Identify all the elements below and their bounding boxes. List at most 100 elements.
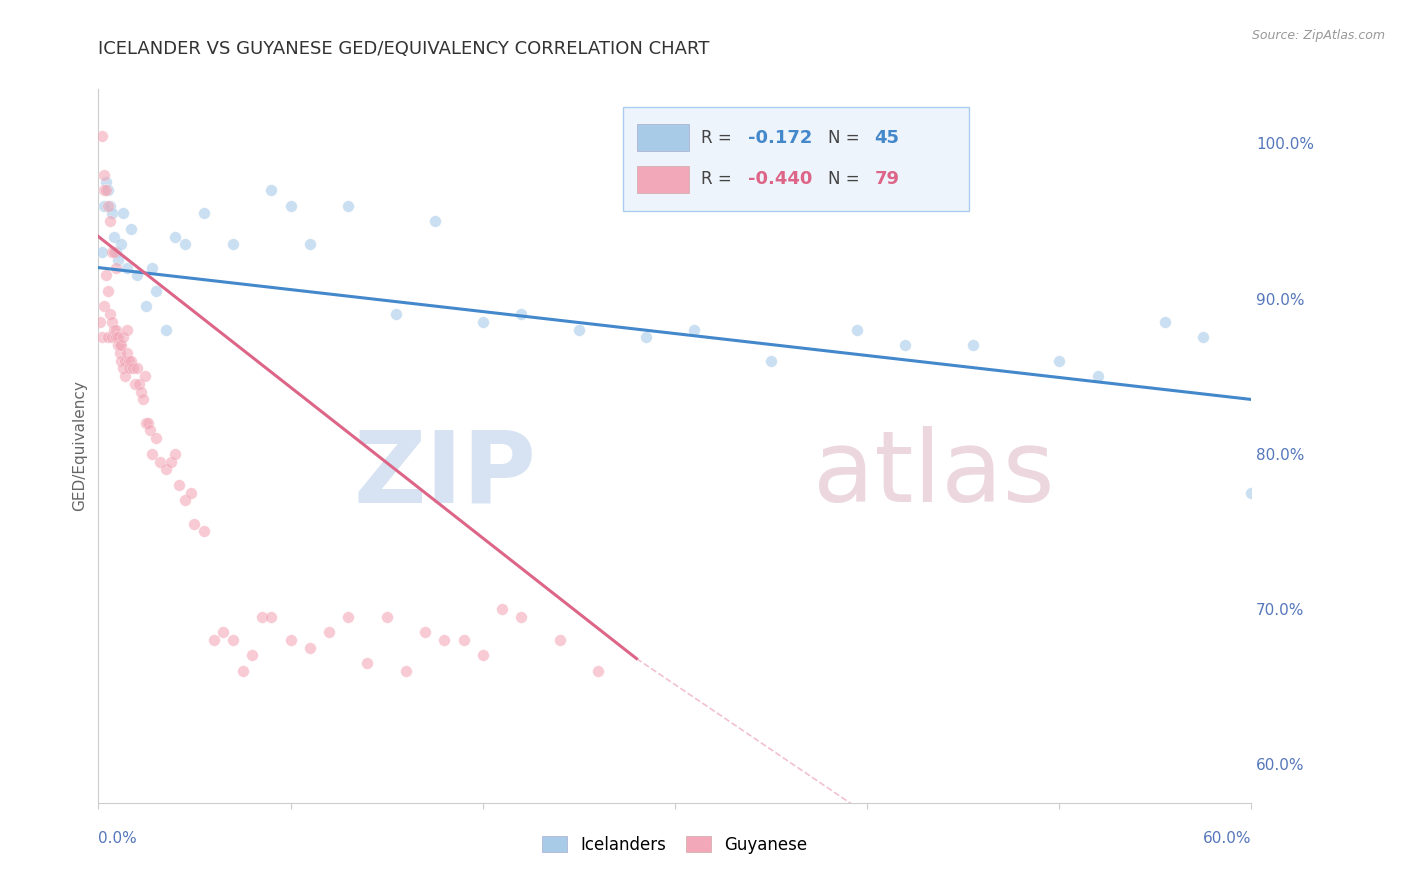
Point [375,609,398,624]
Point [114,353,136,368]
Point [120,353,142,368]
Point [117,323,139,337]
Point [118,353,141,368]
Point [962,338,984,352]
Point [453,632,475,647]
Point [568,323,591,337]
Point [548,632,571,647]
Point [120,222,142,236]
Point [193,524,215,539]
Point [110,353,132,368]
Point [129,384,152,399]
Point [759,353,782,368]
Point [240,648,263,663]
Point [260,609,283,624]
Point [212,625,235,640]
Point [222,632,245,647]
Point [110,338,132,352]
Point [107,330,129,344]
Text: R =: R = [702,170,737,188]
Point [118,361,141,376]
Point [94,268,117,283]
Point [356,656,378,670]
Point [155,323,177,337]
Point [423,214,446,228]
Point [117,346,139,360]
Point [131,392,153,407]
Point [112,361,135,376]
Point [149,454,172,468]
Text: N =: N = [828,128,865,146]
Point [138,416,160,430]
Point [471,648,494,663]
Point [145,431,167,445]
Point [94,183,117,197]
Text: R =: R = [702,128,737,146]
Point [298,237,321,252]
Point [101,245,124,260]
Point [103,245,125,260]
Point [122,361,145,376]
Point [145,284,167,298]
Point [93,198,115,212]
Point [510,609,533,624]
Point [298,640,321,655]
Point [135,299,157,313]
Point [104,260,127,275]
Point [155,462,177,476]
FancyBboxPatch shape [637,124,689,152]
Text: Source: ZipAtlas.com: Source: ZipAtlas.com [1251,29,1385,42]
Point [134,369,156,384]
Point [97,330,120,344]
Point [141,447,163,461]
Point [1192,330,1215,344]
Point [491,602,513,616]
Point [894,338,917,352]
Point [280,632,302,647]
Point [634,330,657,344]
Point [108,338,131,352]
Point [94,175,117,189]
Point [413,625,436,640]
Point [91,245,114,260]
Point [183,516,205,531]
Point [586,664,609,678]
Point [97,284,120,298]
Point [160,454,183,468]
Point [165,447,187,461]
Point [385,307,408,321]
Point [110,237,132,252]
Point [139,424,162,438]
Point [101,206,124,220]
Point [250,609,273,624]
Point [93,299,115,313]
Point [91,128,114,143]
Text: -0.440: -0.440 [748,170,811,188]
Point [107,338,129,352]
Point [97,198,120,212]
Point [108,346,131,360]
Point [202,632,225,647]
Point [101,315,124,329]
Point [510,307,533,321]
Text: -0.172: -0.172 [748,128,811,146]
FancyBboxPatch shape [623,107,969,211]
Point [98,198,121,212]
Point [174,493,197,508]
Point [180,485,202,500]
Point [337,198,360,212]
Point [124,376,146,391]
Point [1240,485,1263,500]
Text: ICELANDER VS GUYANESE GED/EQUIVALENCY CORRELATION CHART: ICELANDER VS GUYANESE GED/EQUIVALENCY CO… [98,40,710,58]
Point [1154,315,1177,329]
Point [117,260,139,275]
Point [101,330,124,344]
Point [104,323,127,337]
Point [337,609,360,624]
Point [280,198,302,212]
Point [104,245,127,260]
Point [231,664,254,678]
Point [193,206,215,220]
Text: ZIP: ZIP [354,426,537,523]
Point [395,664,418,678]
